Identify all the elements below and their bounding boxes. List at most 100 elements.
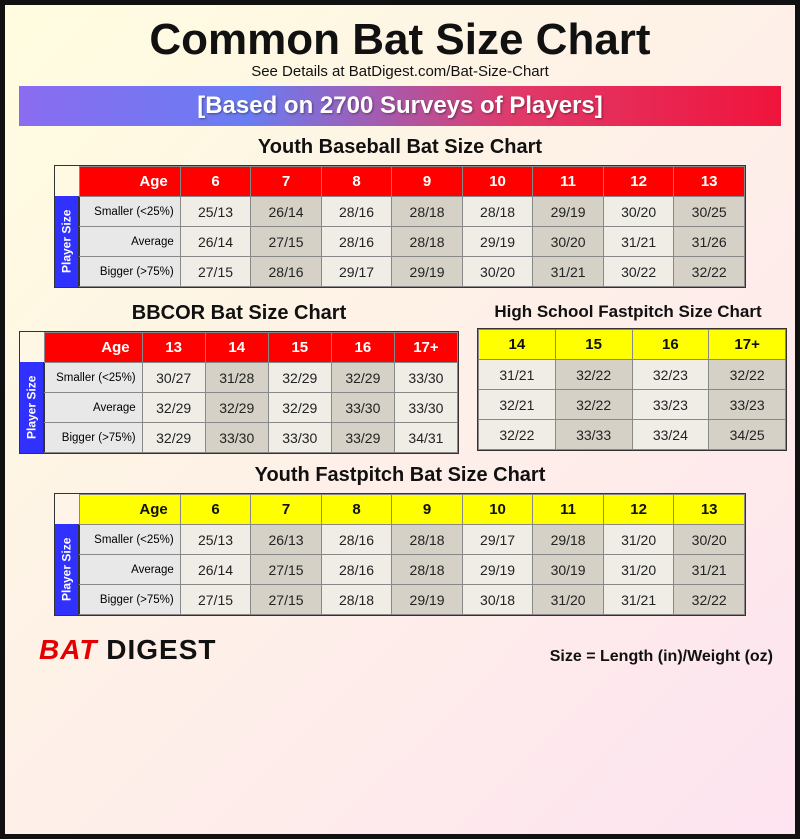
cell-yfp-1-2: 28/16 (321, 555, 392, 585)
player-size-axis: Player Size (55, 166, 79, 287)
cell-hsfp-0-2: 32/23 (632, 360, 709, 390)
cell-hsfp-2-1: 33/33 (555, 420, 632, 450)
table-bbcor: Age1314151617+Smaller (<25%)30/2731/2832… (44, 332, 458, 453)
cell-hsfp-0-1: 32/22 (555, 360, 632, 390)
row-label-1: Average (45, 393, 143, 423)
cell-ybb-0-4: 28/18 (462, 197, 533, 227)
cell-ybb-1-4: 29/19 (462, 227, 533, 257)
cell-hsfp-2-0: 32/22 (479, 420, 556, 450)
col-age-15: 15 (268, 333, 331, 363)
col-age-10: 10 (462, 495, 533, 525)
col-age-11: 11 (533, 167, 604, 197)
section-title-hsfp: High School Fastpitch Size Chart (469, 302, 787, 322)
cell-yfp-2-2: 28/18 (321, 585, 392, 615)
cell-ybb-2-7: 32/22 (674, 257, 745, 287)
survey-banner: [Based on 2700 Surveys of Players] (19, 86, 781, 126)
row-label-0: Smaller (<25%) (80, 197, 181, 227)
cell-yfp-2-6: 31/21 (603, 585, 674, 615)
cell-ybb-1-5: 30/20 (533, 227, 604, 257)
row-label-1: Average (80, 227, 181, 257)
row-label-0: Smaller (<25%) (80, 525, 181, 555)
cell-ybb-0-0: 25/13 (180, 197, 251, 227)
col-age-15: 15 (555, 330, 632, 360)
cell-yfp-1-6: 31/20 (603, 555, 674, 585)
col-age-10: 10 (462, 167, 533, 197)
cell-ybb-1-1: 27/15 (251, 227, 322, 257)
cell-bbcor-1-0: 32/29 (142, 393, 205, 423)
col-age-6: 6 (180, 167, 251, 197)
col-age-7: 7 (251, 167, 322, 197)
cell-bbcor-1-4: 33/30 (394, 393, 457, 423)
cell-bbcor-2-1: 33/30 (205, 423, 268, 453)
col-age-9: 9 (392, 167, 463, 197)
cell-hsfp-0-3: 32/22 (709, 360, 786, 390)
cell-yfp-2-3: 29/19 (392, 585, 463, 615)
col-age-17+: 17+ (709, 330, 786, 360)
cell-ybb-1-3: 28/18 (392, 227, 463, 257)
cell-bbcor-0-1: 31/28 (205, 363, 268, 393)
cell-bbcor-0-4: 33/30 (394, 363, 457, 393)
table-hsfp: 14151617+31/2132/2232/2332/2232/2132/223… (478, 329, 786, 450)
cell-ybb-2-0: 27/15 (180, 257, 251, 287)
player-size-axis: Player Size (20, 332, 44, 453)
logo-batdigest: BAT DIGEST (39, 634, 216, 666)
panel-youth-fastpitch: Player Size Age678910111213Smaller (<25%… (54, 493, 746, 616)
cell-ybb-2-5: 31/21 (533, 257, 604, 287)
cell-yfp-0-1: 26/13 (251, 525, 322, 555)
table-ybb: Age678910111213Smaller (<25%)25/1326/142… (79, 166, 745, 287)
cell-yfp-2-7: 32/22 (674, 585, 745, 615)
cell-bbcor-0-3: 32/29 (331, 363, 394, 393)
col-age-16: 16 (632, 330, 709, 360)
cell-yfp-0-6: 31/20 (603, 525, 674, 555)
age-header: Age (80, 495, 181, 525)
panel-bbcor: Player Size Age1314151617+Smaller (<25%)… (19, 331, 459, 454)
cell-yfp-1-1: 27/15 (251, 555, 322, 585)
col-age-13: 13 (142, 333, 205, 363)
section-title-ybb: Youth Baseball Bat Size Chart (19, 136, 781, 159)
chart-frame: Common Bat Size Chart See Details at Bat… (0, 0, 800, 839)
cell-yfp-1-5: 30/19 (533, 555, 604, 585)
logo-digest: DIGEST (97, 634, 216, 665)
cell-yfp-0-4: 29/17 (462, 525, 533, 555)
cell-bbcor-0-0: 30/27 (142, 363, 205, 393)
panel-youth-baseball: Player Size Age678910111213Smaller (<25%… (54, 165, 746, 288)
cell-yfp-1-7: 31/21 (674, 555, 745, 585)
col-age-8: 8 (321, 495, 392, 525)
player-size-axis: Player Size (55, 494, 79, 615)
col-age-14: 14 (479, 330, 556, 360)
col-age-13: 13 (674, 167, 745, 197)
footer: BAT DIGEST Size = Length (in)/Weight (oz… (19, 634, 781, 666)
col-age-12: 12 (603, 167, 674, 197)
player-size-label: Player Size (55, 524, 79, 615)
col-age-16: 16 (331, 333, 394, 363)
section-title-yfp: Youth Fastpitch Bat Size Chart (19, 464, 781, 487)
col-age-14: 14 (205, 333, 268, 363)
cell-yfp-1-0: 26/14 (180, 555, 251, 585)
cell-yfp-2-5: 31/20 (533, 585, 604, 615)
cell-bbcor-1-2: 32/29 (268, 393, 331, 423)
cell-hsfp-2-2: 33/24 (632, 420, 709, 450)
row-label-2: Bigger (>75%) (80, 585, 181, 615)
cell-hsfp-1-2: 33/23 (632, 390, 709, 420)
section-title-bbcor: BBCOR Bat Size Chart (19, 302, 459, 325)
player-size-label: Player Size (55, 196, 79, 287)
cell-hsfp-2-3: 34/25 (709, 420, 786, 450)
col-age-6: 6 (180, 495, 251, 525)
cell-ybb-2-3: 29/19 (392, 257, 463, 287)
cell-yfp-0-7: 30/20 (674, 525, 745, 555)
logo-bat: BAT (39, 634, 97, 665)
age-header: Age (45, 333, 143, 363)
col-age-8: 8 (321, 167, 392, 197)
size-legend: Size = Length (in)/Weight (oz) (550, 648, 773, 666)
cell-bbcor-0-2: 32/29 (268, 363, 331, 393)
cell-bbcor-2-2: 33/30 (268, 423, 331, 453)
cell-yfp-1-4: 29/19 (462, 555, 533, 585)
cell-hsfp-0-0: 31/21 (479, 360, 556, 390)
cell-ybb-2-1: 28/16 (251, 257, 322, 287)
row-label-2: Bigger (>75%) (80, 257, 181, 287)
cell-ybb-1-6: 31/21 (603, 227, 674, 257)
cell-ybb-0-6: 30/20 (603, 197, 674, 227)
cell-bbcor-1-3: 33/30 (331, 393, 394, 423)
col-age-9: 9 (392, 495, 463, 525)
cell-ybb-2-2: 29/17 (321, 257, 392, 287)
